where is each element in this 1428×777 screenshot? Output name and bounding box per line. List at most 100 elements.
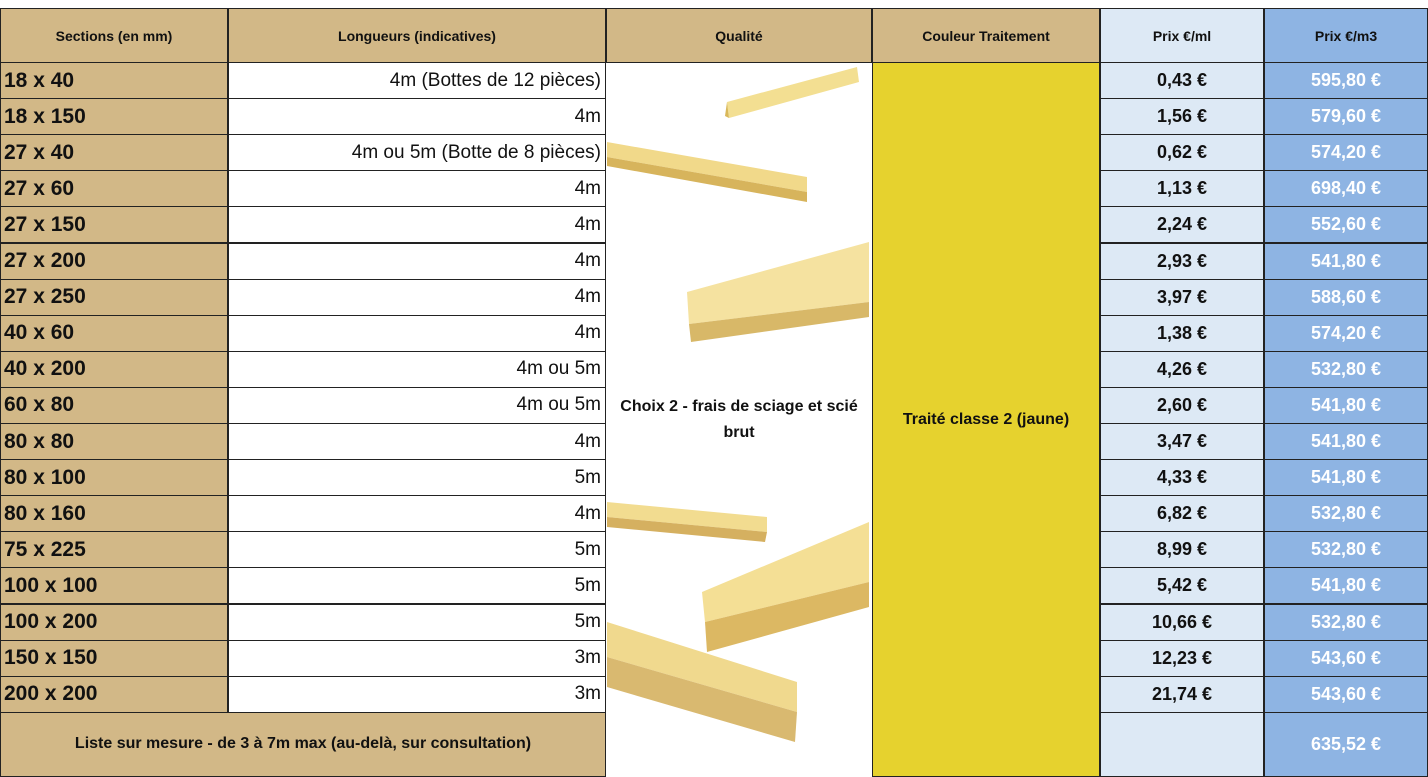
length: 4m xyxy=(228,170,606,208)
quality-text: Choix 2 - frais de sciage et scié brut xyxy=(620,397,858,441)
price-ml-text: 8,99 € xyxy=(1156,539,1208,560)
price-m3: 543,60 € xyxy=(1264,639,1428,677)
column-header: Prix €/ml xyxy=(1100,8,1264,63)
price-m3-text: 541,80 € xyxy=(1310,575,1382,596)
price-ml: 4,26 € xyxy=(1100,350,1264,388)
section-text: 60 x 80 xyxy=(4,393,75,417)
length-text: 5m xyxy=(574,574,601,596)
price-ml-text: 5,42 € xyxy=(1156,575,1208,596)
column-header: Sections (en mm) xyxy=(0,8,228,63)
section: 27 x 60 xyxy=(0,170,228,208)
length: 4m (Bottes de 12 pièces) xyxy=(228,62,606,100)
section: 18 x 150 xyxy=(0,98,228,136)
price-m3: 541,80 € xyxy=(1264,386,1428,424)
section-text: 150 x 150 xyxy=(4,646,98,670)
section: 75 x 225 xyxy=(0,531,228,569)
column-header-text: Sections (en mm) xyxy=(55,27,173,44)
price-ml: 4,33 € xyxy=(1100,459,1264,497)
price-ml-text: 4,26 € xyxy=(1156,358,1208,379)
footer-note-text: Liste sur mesure - de 3 à 7m max (au-del… xyxy=(74,735,532,753)
price-m3-text: 588,60 € xyxy=(1310,286,1382,307)
price-m3: 541,80 € xyxy=(1264,242,1428,280)
section-text: 200 x 200 xyxy=(4,682,98,706)
price-m3: 574,20 € xyxy=(1264,314,1428,352)
column-header: Couleur Traitement xyxy=(872,8,1100,63)
length-text: 5m xyxy=(574,538,601,560)
length: 4m xyxy=(228,242,606,280)
length: 4m xyxy=(228,278,606,316)
length-text: 3m xyxy=(574,683,601,705)
price-ml-text: 21,74 € xyxy=(1151,683,1213,704)
price-ml-text: 3,97 € xyxy=(1156,286,1208,307)
section-text: 27 x 200 xyxy=(4,249,86,273)
length: 5m xyxy=(228,567,606,605)
price-m3: 532,80 € xyxy=(1264,495,1428,533)
column-header: Longueurs (indicatives) xyxy=(228,8,606,63)
length-text: 4m xyxy=(574,213,601,235)
section: 60 x 80 xyxy=(0,386,228,424)
price-m3-text: 532,80 € xyxy=(1310,358,1382,379)
footer-price-m3: 635,52 € xyxy=(1264,711,1428,777)
price-ml-text: 1,56 € xyxy=(1156,106,1208,127)
length-text: 4m ou 5m (Botte de 8 pièces) xyxy=(351,141,601,163)
price-m3-text: 532,80 € xyxy=(1310,503,1382,524)
price-ml-text: 3,47 € xyxy=(1156,431,1208,452)
price-m3: 698,40 € xyxy=(1264,170,1428,208)
price-ml: 21,74 € xyxy=(1100,675,1264,713)
length-text: 4m ou 5m xyxy=(516,358,601,380)
price-m3: 541,80 € xyxy=(1264,459,1428,497)
price-m3: 543,60 € xyxy=(1264,675,1428,713)
column-header: Prix €/m3 xyxy=(1264,8,1428,63)
price-m3: 532,80 € xyxy=(1264,603,1428,641)
price-ml-text: 0,62 € xyxy=(1156,142,1208,163)
length: 5m xyxy=(228,531,606,569)
length: 5m xyxy=(228,459,606,497)
footer-price-ml xyxy=(1100,711,1264,777)
wood-illustrations xyxy=(607,67,869,742)
section: 27 x 200 xyxy=(0,242,228,280)
column-header-text: Qualité xyxy=(715,27,763,44)
section: 80 x 80 xyxy=(0,423,228,461)
price-ml-text: 6,82 € xyxy=(1156,503,1208,524)
price-m3: 552,60 € xyxy=(1264,206,1428,244)
price-m3: 532,80 € xyxy=(1264,350,1428,388)
length: 3m xyxy=(228,675,606,713)
length: 4m xyxy=(228,495,606,533)
section: 40 x 200 xyxy=(0,350,228,388)
footer-price-m3-text: 635,52 € xyxy=(1310,733,1382,754)
section-text: 18 x 150 xyxy=(4,104,86,128)
length-text: 4m xyxy=(574,250,601,272)
section-text: 27 x 40 xyxy=(4,140,75,164)
column-header-text: Longueurs (indicatives) xyxy=(338,27,496,44)
length-text: 4m ou 5m xyxy=(516,394,601,416)
price-ml: 2,93 € xyxy=(1100,242,1264,280)
section: 40 x 60 xyxy=(0,314,228,352)
length: 4m xyxy=(228,206,606,244)
length-text: 4m xyxy=(574,502,601,524)
price-ml: 2,60 € xyxy=(1100,386,1264,424)
price-ml-text: 4,33 € xyxy=(1156,467,1208,488)
price-ml: 0,62 € xyxy=(1100,134,1264,172)
length-text: 4m xyxy=(574,177,601,199)
price-ml-text: 10,66 € xyxy=(1151,611,1213,632)
section-text: 100 x 200 xyxy=(4,610,98,634)
length: 4m xyxy=(228,423,606,461)
price-m3-text: 595,80 € xyxy=(1310,70,1382,91)
price-m3-text: 543,60 € xyxy=(1310,647,1382,668)
length-text: 4m xyxy=(574,286,601,308)
price-ml: 3,47 € xyxy=(1100,423,1264,461)
column-header-text: Prix €/ml xyxy=(1152,27,1212,44)
column-header: Qualité xyxy=(606,8,872,63)
section-text: 100 x 100 xyxy=(4,573,98,597)
section-text: 18 x 40 xyxy=(4,68,75,92)
price-m3: 541,80 € xyxy=(1264,567,1428,605)
price-m3-text: 532,80 € xyxy=(1310,539,1382,560)
treatment-text: Traité classe 2 (jaune) xyxy=(902,410,1070,428)
price-ml: 1,38 € xyxy=(1100,314,1264,352)
quality: Choix 2 - frais de sciage et scié brut xyxy=(606,62,872,777)
section-text: 80 x 160 xyxy=(4,501,86,525)
price-ml-text: 1,38 € xyxy=(1156,322,1208,343)
price-ml: 3,97 € xyxy=(1100,278,1264,316)
length: 3m xyxy=(228,639,606,677)
price-ml: 5,42 € xyxy=(1100,567,1264,605)
